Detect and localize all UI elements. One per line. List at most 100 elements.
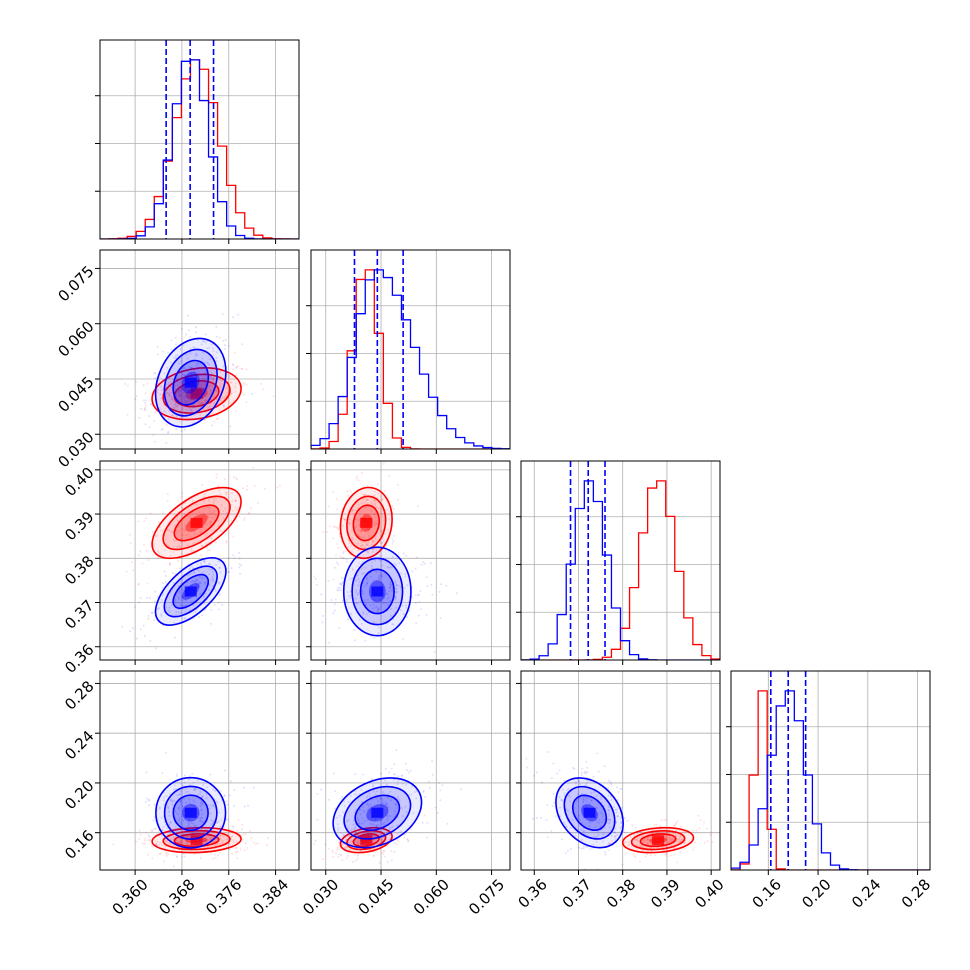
sample-point	[266, 843, 269, 846]
sample-point	[358, 792, 361, 795]
sample-point	[203, 596, 206, 599]
sample-point	[629, 835, 632, 838]
sample-point	[607, 809, 610, 812]
sample-point	[191, 366, 194, 369]
sample-point	[395, 564, 398, 567]
sample-point	[382, 462, 385, 465]
sample-point	[366, 582, 369, 585]
sample-point	[160, 389, 163, 392]
sample-point	[599, 811, 602, 814]
sample-point	[354, 597, 357, 600]
sample-point	[168, 375, 171, 378]
sample-point	[230, 393, 233, 396]
sample-point	[155, 647, 158, 650]
sample-point	[186, 841, 189, 844]
sample-point	[177, 403, 180, 406]
sample-point	[358, 618, 361, 621]
sample-point	[376, 492, 379, 495]
sample-point	[535, 771, 538, 774]
sample-point	[321, 621, 324, 624]
sample-point	[389, 586, 392, 589]
sample-point	[655, 831, 658, 834]
sample-point	[162, 350, 165, 353]
sample-point	[388, 599, 391, 602]
sample-point	[367, 541, 370, 544]
sample-point	[607, 794, 610, 797]
sample-point	[322, 614, 325, 617]
sample-point	[209, 852, 212, 855]
sample-point	[158, 806, 161, 809]
density-peak	[652, 835, 665, 846]
sample-point	[346, 827, 349, 830]
sample-point	[205, 523, 208, 526]
sample-point	[196, 338, 199, 341]
sample-point	[608, 818, 611, 821]
sample-point	[183, 513, 186, 516]
sample-point	[357, 592, 360, 595]
sample-point	[215, 325, 218, 328]
sample-point	[186, 369, 189, 372]
sample-point	[372, 823, 375, 826]
sample-point	[667, 840, 670, 843]
sample-point	[183, 428, 186, 431]
sample-point	[539, 816, 542, 819]
sample-point	[361, 537, 364, 540]
sample-point	[358, 562, 361, 565]
sample-point	[167, 545, 170, 548]
sample-point	[163, 796, 166, 799]
sample-point	[183, 373, 186, 376]
sample-point	[163, 570, 166, 573]
sample-point	[204, 378, 207, 381]
sample-point	[635, 844, 638, 847]
sample-point	[576, 817, 579, 820]
sample-point	[156, 345, 159, 348]
sample-point	[151, 401, 154, 404]
sample-point	[380, 541, 383, 544]
sample-point	[377, 823, 380, 826]
sample-point	[434, 806, 437, 809]
sample-point	[207, 384, 210, 387]
sample-point	[580, 838, 583, 841]
sample-point	[583, 795, 586, 798]
sample-point	[374, 818, 377, 821]
sample-point	[363, 820, 366, 823]
sample-point	[226, 373, 229, 376]
sample-point	[150, 403, 153, 406]
sample-point	[375, 552, 378, 555]
sample-point	[602, 832, 605, 835]
sample-point	[139, 833, 142, 836]
sample-point	[209, 838, 212, 841]
sample-point	[204, 341, 207, 344]
sample-point	[361, 809, 364, 812]
sample-point	[158, 407, 161, 410]
sample-point	[189, 352, 192, 355]
sample-point	[242, 833, 245, 836]
sample-point	[169, 842, 172, 845]
sample-point	[200, 808, 203, 811]
sample-point	[372, 854, 375, 857]
density-peak	[360, 835, 373, 846]
sample-point	[214, 844, 217, 847]
sample-point	[355, 793, 358, 796]
sample-point	[147, 804, 150, 807]
sample-point	[396, 796, 399, 799]
sample-point	[179, 382, 182, 385]
sample-point	[164, 840, 167, 843]
sample-point	[179, 799, 182, 802]
sample-point	[382, 539, 385, 542]
sample-point	[336, 589, 339, 592]
sample-point	[414, 567, 417, 570]
sample-point	[642, 846, 645, 849]
sample-point	[167, 853, 170, 856]
sample-point	[392, 778, 395, 781]
sample-point	[206, 829, 209, 832]
sample-point	[597, 822, 600, 825]
sample-point	[647, 842, 650, 845]
sample-point	[405, 616, 408, 619]
sample-point	[149, 512, 152, 515]
sample-point	[378, 841, 381, 844]
sample-point	[337, 563, 340, 566]
sample-point	[223, 477, 226, 480]
sample-point	[198, 403, 201, 406]
sample-point	[180, 595, 183, 598]
